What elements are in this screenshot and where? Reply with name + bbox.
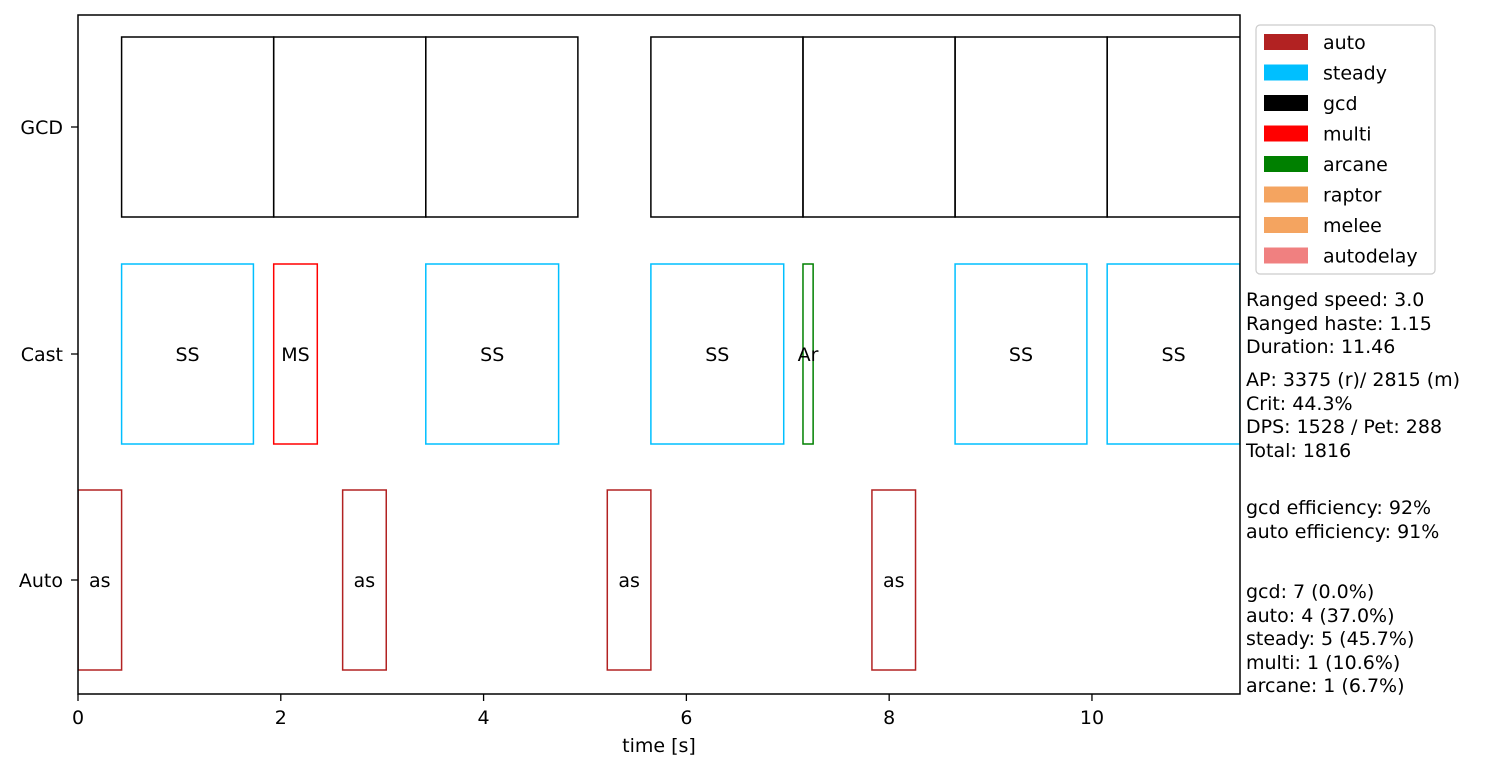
x-tick-label: 4 <box>478 707 490 729</box>
info-speed-block: Ranged speed: 3.0 Ranged haste: 1.15 Dur… <box>1246 289 1432 358</box>
auto-bar <box>341 489 387 671</box>
gcd-bar <box>1106 36 1240 218</box>
auto-bar-label: as <box>883 570 905 592</box>
gcd-bar <box>272 36 427 218</box>
legend-label: autodelay <box>1323 246 1418 268</box>
auto-bar <box>78 489 123 671</box>
legend-swatch <box>1264 125 1308 142</box>
gcd-bar <box>650 36 804 218</box>
info-stats-block: AP: 3375 (r)/ 2815 (m) Crit: 44.3% DPS: … <box>1246 369 1461 462</box>
y-tick-label: Auto <box>19 570 63 592</box>
x-tick-label: 10 <box>1080 707 1104 729</box>
legend-swatch <box>1264 95 1308 111</box>
x-tick-label: 6 <box>680 707 692 729</box>
legend-swatch <box>1264 34 1308 50</box>
auto-bar-label: as <box>618 570 640 592</box>
legend-swatch <box>1264 186 1308 203</box>
steady-bar-label: SS <box>705 344 729 366</box>
x-tick-label: 2 <box>275 707 287 729</box>
auto-bar-label: as <box>354 570 376 592</box>
legend-label: gcd <box>1323 93 1358 115</box>
arcane-bar-label: Ar <box>798 344 819 366</box>
steady-bar-label: SS <box>1009 344 1033 366</box>
legend-label: arcane <box>1323 154 1388 176</box>
y-tick-label: Cast <box>21 344 63 366</box>
gcd-bar <box>954 36 1108 218</box>
x-axis-label: time [s] <box>622 735 696 757</box>
steady-bar <box>120 263 255 445</box>
x-tick-label: 8 <box>883 707 895 729</box>
legend-swatch <box>1264 217 1308 233</box>
steady-bar <box>954 263 1088 445</box>
plot-frame <box>77 14 1241 695</box>
steady-bar <box>650 263 785 445</box>
auto-bar <box>871 489 917 671</box>
legend-label: raptor <box>1323 185 1382 207</box>
legend-swatch <box>1264 156 1308 172</box>
legend-label: melee <box>1323 215 1382 237</box>
steady-bar-label: SS <box>480 344 504 366</box>
multi-bar-label: MS <box>281 344 309 366</box>
legend: auto steady gcd multi arcane raptor melee autod… <box>1255 24 1436 275</box>
info-efficiency-block: gcd efficiency: 92% auto efficiency: 91% <box>1246 497 1440 543</box>
gcd-bar <box>120 36 275 218</box>
gcd-bar <box>802 36 956 218</box>
legend-label: multi <box>1323 124 1372 146</box>
info-counts-block: gcd: 7 (0.0%) auto: 4 (37.0%) steady: 5 … <box>1246 581 1415 697</box>
steady-bar-label: SS <box>1162 344 1186 366</box>
auto-bar <box>606 489 652 671</box>
gcd-bar <box>425 36 579 218</box>
legend-box <box>1255 24 1436 275</box>
legend-label: steady <box>1323 63 1387 85</box>
steady-bar <box>425 263 560 445</box>
legend-swatch <box>1264 247 1308 264</box>
y-tick-label: GCD <box>20 117 63 139</box>
steady-bar-label: SS <box>175 344 199 366</box>
multi-bar <box>272 263 319 445</box>
x-tick-label: 0 <box>72 707 84 729</box>
legend-swatch <box>1264 64 1308 81</box>
auto-bar-label: as <box>89 570 111 592</box>
arcane-bar <box>802 263 814 445</box>
legend-label: auto <box>1323 32 1366 54</box>
